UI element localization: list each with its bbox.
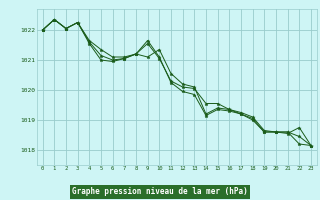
Text: Graphe pression niveau de la mer (hPa): Graphe pression niveau de la mer (hPa)	[72, 188, 248, 196]
